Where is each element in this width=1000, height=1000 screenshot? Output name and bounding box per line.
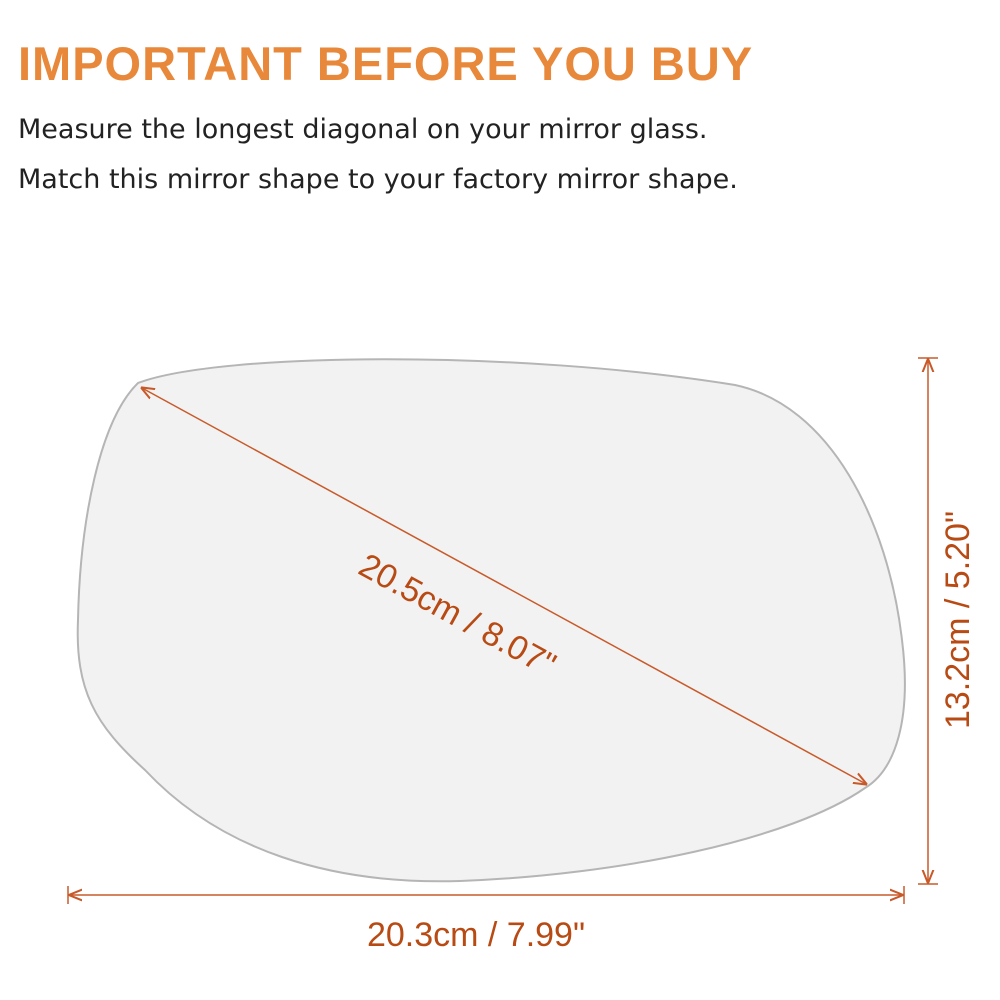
- diagonal-dimension-line: [142, 388, 866, 784]
- width-dimension-label: 20.3cm / 7.99": [367, 916, 585, 954]
- page-title: IMPORTANT BEFORE YOU BUY: [18, 37, 754, 90]
- instruction-measure: Measure the longest diagonal on your mir…: [18, 114, 708, 145]
- height-dimension-label: 13.2cm / 5.20": [939, 511, 977, 729]
- instruction-match: Match this mirror shape to your factory …: [18, 164, 738, 195]
